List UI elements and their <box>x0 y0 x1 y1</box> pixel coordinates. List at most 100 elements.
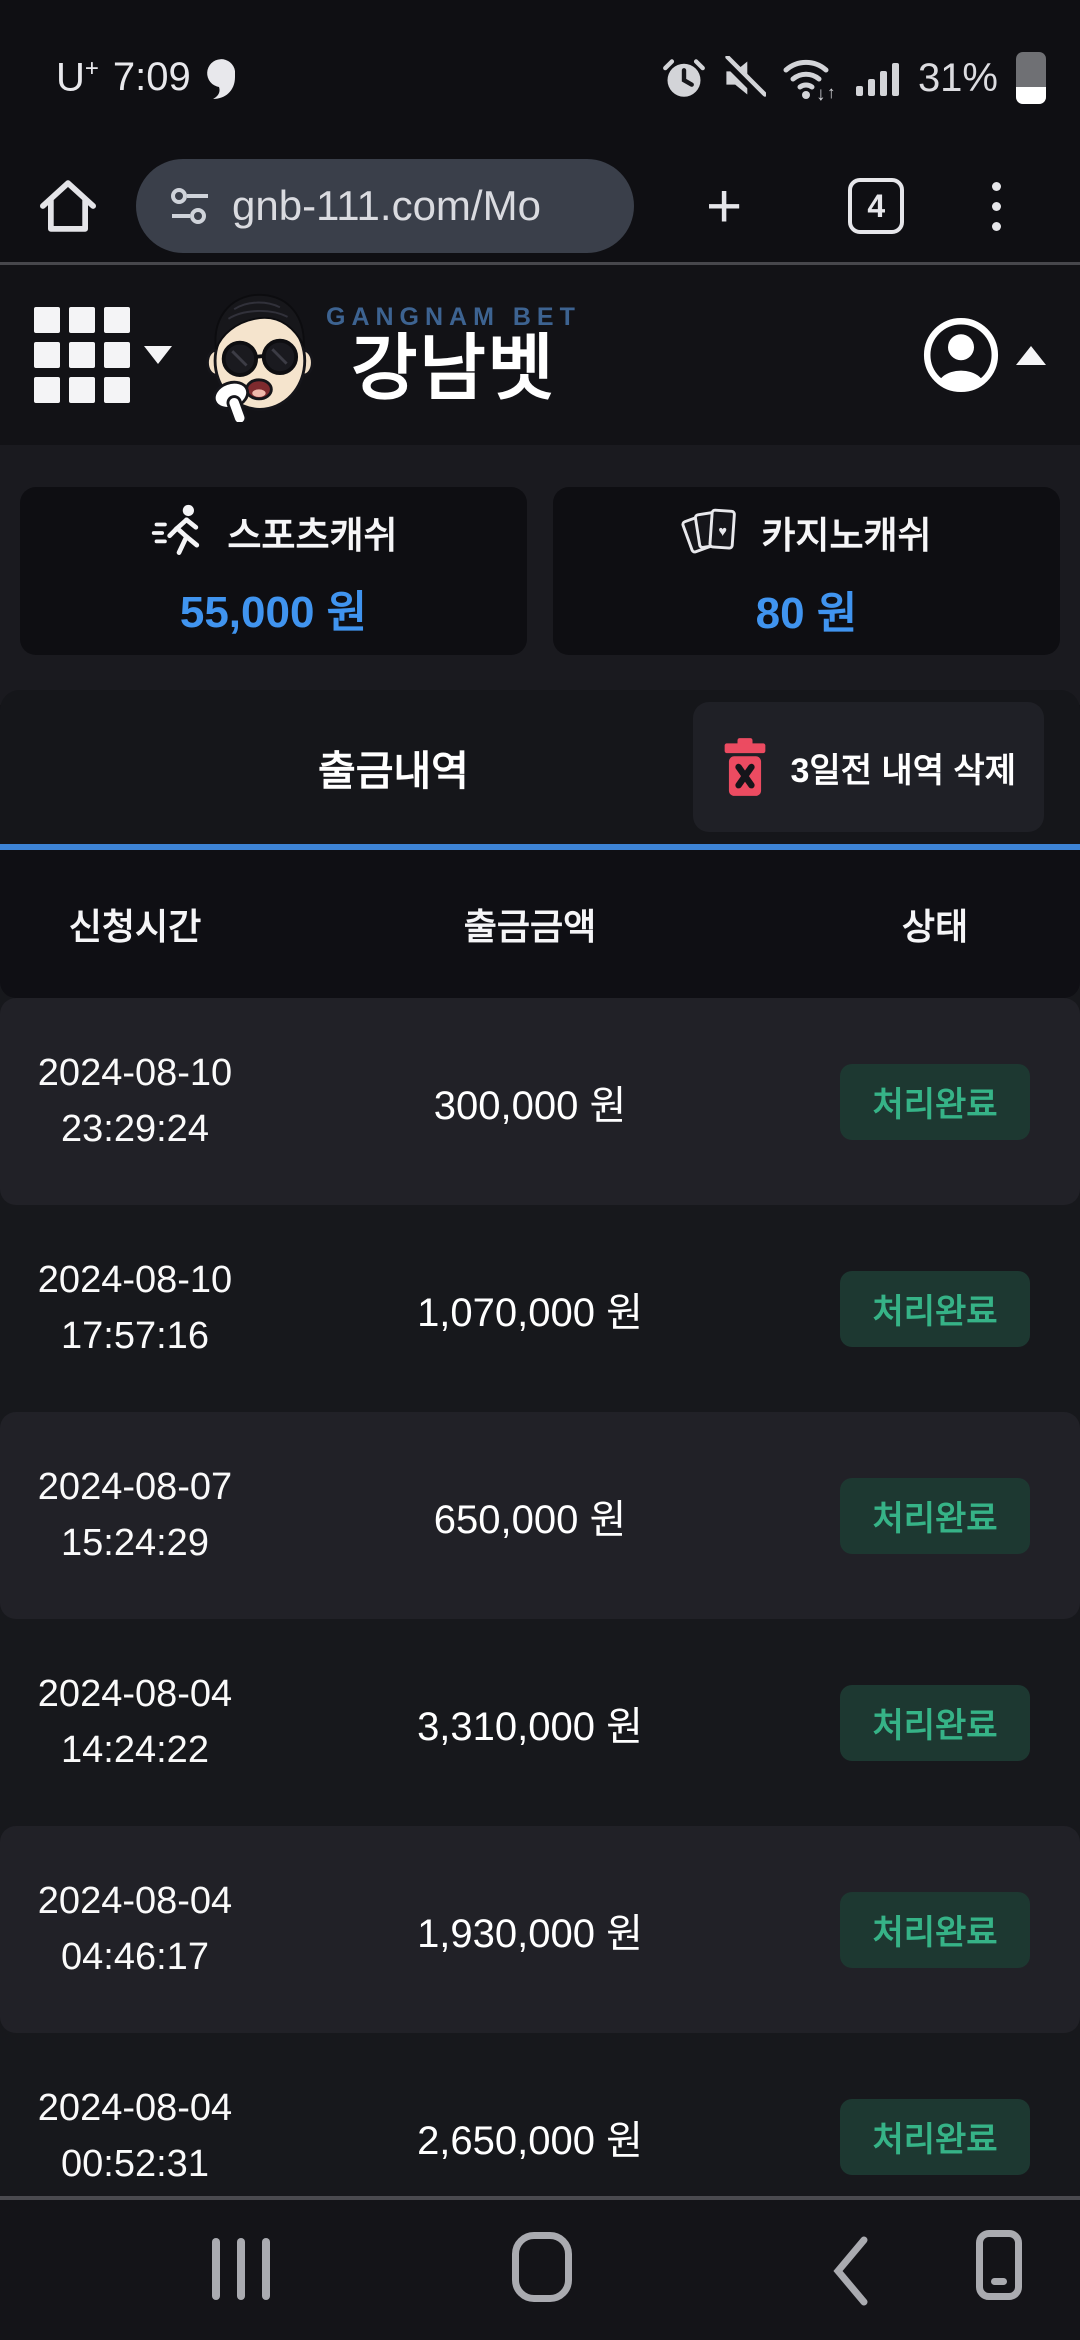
wallet-section: 스포츠캐쉬 55,000 원 ♥ 카지노캐쉬 80 <box>0 445 1080 705</box>
new-tab-icon[interactable]: + <box>706 171 743 241</box>
svg-text:↓: ↓ <box>816 84 826 102</box>
row-status-cell: 처리완료 <box>790 1891 1080 1968</box>
home-nav-icon[interactable] <box>512 2232 572 2302</box>
clock-time: 7:09 <box>112 55 191 100</box>
brand-title: 강남벳 <box>351 328 556 409</box>
row-time: 23:29:24 <box>61 1107 209 1150</box>
row-datetime: 2024-08-04 00:52:31 <box>0 2081 270 2191</box>
table-row: 2024-08-04 00:52:31 2,650,000 원 처리완료 <box>0 2033 1080 2240</box>
chevron-down-icon <box>144 346 172 364</box>
playing-cards-icon: ♥ <box>681 501 743 563</box>
carrier-label: U+ <box>56 55 99 100</box>
avatar-icon <box>922 316 1000 394</box>
status-badge: 처리완료 <box>840 1684 1030 1761</box>
home-icon[interactable] <box>36 176 100 236</box>
table-row: 2024-08-04 14:24:22 3,310,000 원 처리완료 <box>0 1619 1080 1826</box>
psy-mascot-icon <box>196 288 320 422</box>
history-header: 출금내역 3일전 내역 삭제 <box>0 690 1080 850</box>
sports-cash-card[interactable]: 스포츠캐쉬 55,000 원 <box>20 487 527 655</box>
row-amount: 3,310,000 원 <box>417 1704 643 1749</box>
url-text[interactable]: gnb-111.com/Mo <box>232 182 541 229</box>
row-status-cell: 처리완료 <box>790 1684 1080 1761</box>
site-logo[interactable]: GANGNAM BET 강남벳 <box>196 288 581 422</box>
row-date: 2024-08-10 <box>37 1259 233 1302</box>
wifi-icon: ↓ ↑ <box>782 54 838 102</box>
status-badge: 처리완료 <box>840 1891 1030 1968</box>
tab-count-button[interactable]: 4 <box>848 178 905 234</box>
cash-label: 스포츠캐쉬 <box>227 515 398 556</box>
row-date: 2024-08-10 <box>37 1052 233 1095</box>
row-date: 2024-08-04 <box>37 1880 233 1923</box>
battery-icon <box>1016 52 1046 104</box>
battery-percent: 31% <box>917 55 998 100</box>
site-settings-icon[interactable] <box>166 185 214 227</box>
row-time: 14:24:22 <box>61 1728 209 1771</box>
table-row: 2024-08-04 04:46:17 1,930,000 원 처리완료 <box>0 1826 1080 2033</box>
row-amount: 650,000 원 <box>433 1497 627 1542</box>
phone-frame-icon[interactable] <box>976 2230 1022 2300</box>
table-row: 2024-08-07 15:24:29 650,000 원 처리완료 <box>0 1412 1080 1619</box>
row-time: 15:24:29 <box>61 1521 209 1564</box>
row-status-cell: 처리완료 <box>790 1477 1080 1554</box>
recents-icon[interactable] <box>212 2238 270 2300</box>
row-status-cell: 처리완료 <box>790 1063 1080 1140</box>
row-datetime: 2024-08-10 23:29:24 <box>0 1046 270 1156</box>
row-amount: 1,930,000 원 <box>417 1911 643 1956</box>
chevron-up-icon <box>1016 345 1046 365</box>
row-date: 2024-08-04 <box>37 2087 233 2130</box>
row-amount: 2,650,000 원 <box>417 2118 643 2163</box>
url-bar[interactable]: gnb-111.com/Mo <box>136 159 634 253</box>
table-header: 신청시간 출금금액 상태 <box>0 850 1080 998</box>
runner-icon <box>149 502 209 562</box>
browser-toolbar: gnb-111.com/Mo + 4 <box>0 150 1080 265</box>
row-status-cell: 처리완료 <box>790 2098 1080 2175</box>
table-body: 2024-08-10 23:29:24 300,000 원 처리완료 2024-… <box>0 998 1080 2240</box>
row-datetime: 2024-08-04 04:46:17 <box>0 1874 270 1984</box>
table-row: 2024-08-10 23:29:24 300,000 원 처리완료 <box>0 998 1080 1205</box>
row-time: 04:46:17 <box>61 1935 209 1978</box>
apps-menu-button[interactable] <box>34 307 172 403</box>
status-badge: 처리완료 <box>840 1063 1030 1140</box>
withdraw-history-panel: 출금내역 3일전 내역 삭제 신청시간 출금금액 상태 2024-08-1 <box>0 690 1080 2340</box>
row-datetime: 2024-08-04 14:24:22 <box>0 1667 270 1777</box>
column-status: 상태 <box>901 906 969 947</box>
row-date: 2024-08-04 <box>37 1673 233 1716</box>
trash-icon <box>721 737 769 797</box>
casino-cash-card[interactable]: ♥ 카지노캐쉬 80 원 <box>553 487 1060 655</box>
cash-label: 카지노캐쉬 <box>761 515 932 556</box>
svg-text:↑: ↑ <box>827 83 836 102</box>
column-request-time: 신청시간 <box>68 906 202 947</box>
alarm-icon <box>662 56 706 100</box>
row-time: 00:52:31 <box>61 2142 209 2185</box>
browser-menu-icon[interactable] <box>992 181 1002 231</box>
android-nav-bar <box>0 2196 1080 2340</box>
status-badge: 처리완료 <box>840 2098 1030 2175</box>
row-datetime: 2024-08-10 17:57:16 <box>0 1253 270 1363</box>
svg-text:♥: ♥ <box>719 524 728 540</box>
account-menu-button[interactable] <box>922 316 1046 394</box>
status-badge: 처리완료 <box>840 1477 1030 1554</box>
row-date: 2024-08-07 <box>37 1466 233 1509</box>
row-datetime: 2024-08-07 15:24:29 <box>0 1460 270 1570</box>
notification-comma-icon <box>205 57 241 99</box>
mute-icon <box>721 56 766 100</box>
delete-history-button[interactable]: 3일전 내역 삭제 <box>692 702 1044 832</box>
brand-subtitle: GANGNAM BET <box>326 302 581 331</box>
row-amount: 1,070,000 원 <box>417 1290 643 1335</box>
column-amount: 출금금액 <box>463 906 597 947</box>
cash-amount: 80 원 <box>755 589 858 638</box>
row-status-cell: 처리완료 <box>790 1270 1080 1347</box>
status-bar: U+ 7:09 ↓ <box>0 0 1080 150</box>
row-time: 17:57:16 <box>61 1314 209 1357</box>
signal-icon <box>854 56 902 100</box>
grid-menu-icon <box>34 307 130 403</box>
site-header: GANGNAM BET 강남벳 <box>0 265 1080 445</box>
table-row: 2024-08-10 17:57:16 1,070,000 원 처리완료 <box>0 1205 1080 1412</box>
back-icon[interactable] <box>828 2234 872 2308</box>
delete-history-label: 3일전 내역 삭제 <box>790 751 1016 790</box>
cash-amount: 55,000 원 <box>179 588 368 637</box>
status-badge: 처리완료 <box>840 1270 1030 1347</box>
row-amount: 300,000 원 <box>433 1083 627 1128</box>
page-title: 출금내역 <box>318 748 469 794</box>
